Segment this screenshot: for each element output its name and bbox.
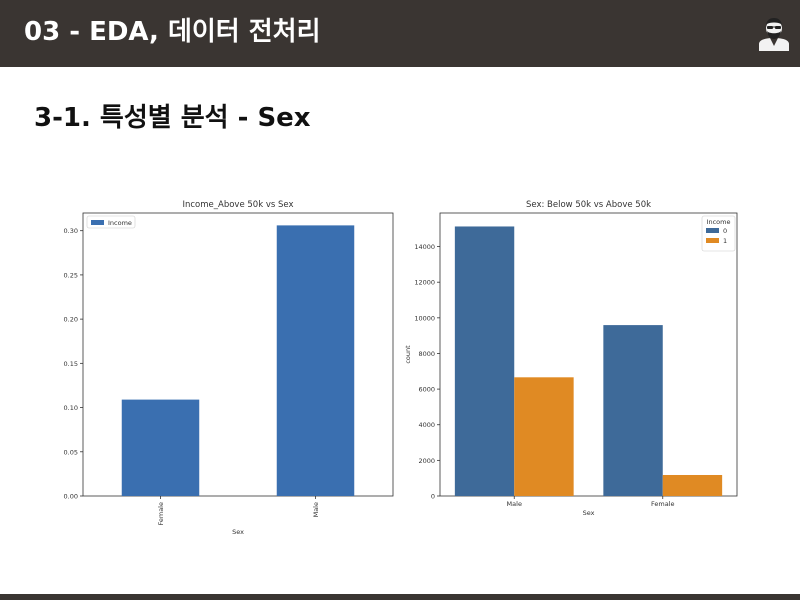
x-axis-label: Sex	[232, 528, 244, 536]
sex-income-count-chart: Sex: Below 50k vs Above 50k 0 2000 4000 6000…	[404, 200, 738, 517]
slide-header-title: 03 - EDA, 데이터 전처리	[24, 17, 321, 47]
y-tick-label: 14000	[414, 243, 435, 251]
legend-label: Income	[108, 219, 132, 227]
x-tick-label: Female	[651, 500, 675, 508]
y-tick-label: 6000	[418, 386, 435, 394]
y-tick-label: 0.20	[64, 316, 78, 324]
y-tick-label: 0.10	[64, 404, 78, 412]
income-above-50k-by-sex-chart: Income_Above 50k vs Sex 0.00 0.05 0.10 0.15 0…	[64, 200, 394, 536]
x-tick-label: Male	[507, 500, 522, 508]
legend-swatch	[706, 228, 719, 233]
y-tick-label: 0.15	[64, 360, 78, 368]
legend-label: 1	[723, 237, 727, 245]
x-tick-label: Male	[312, 502, 320, 517]
section-title: 3-1. 특성별 분석 - Sex	[34, 103, 311, 133]
chart-title: Sex: Below 50k vs Above 50k	[526, 200, 651, 210]
y-tick-label: 4000	[418, 421, 435, 429]
bar	[276, 225, 355, 496]
x-axis-label: Sex	[583, 509, 595, 517]
bar	[121, 399, 200, 496]
header-bar: 03 - EDA, 데이터 전처리	[0, 0, 800, 67]
bar	[603, 325, 663, 496]
plot-frame	[439, 212, 738, 497]
y-tick-label: 0.05	[64, 448, 78, 456]
y-tick-label: 0.30	[64, 227, 78, 235]
chart-title: Income_Above 50k vs Sex	[182, 200, 293, 210]
footer-bar	[0, 594, 800, 600]
legend-label: 0	[723, 227, 727, 235]
plot-frame	[82, 212, 394, 497]
y-tick-label: 0	[431, 493, 435, 501]
y-axis-label: count	[404, 345, 412, 364]
bearded-man-avatar-icon	[759, 18, 789, 51]
y-tick-label: 2000	[418, 457, 435, 465]
legend-swatch	[706, 238, 719, 243]
legend-title: Income	[707, 218, 731, 226]
legend-swatch	[91, 220, 104, 225]
bar	[454, 226, 515, 496]
bar	[662, 474, 723, 496]
y-tick-label: 0.00	[64, 493, 78, 501]
bar	[514, 377, 574, 496]
y-tick-label: 0.25	[64, 271, 78, 279]
y-tick-label: 8000	[418, 350, 435, 358]
y-tick-label: 10000	[414, 314, 435, 322]
x-tick-label: Female	[157, 502, 165, 526]
y-tick-label: 12000	[414, 279, 435, 287]
